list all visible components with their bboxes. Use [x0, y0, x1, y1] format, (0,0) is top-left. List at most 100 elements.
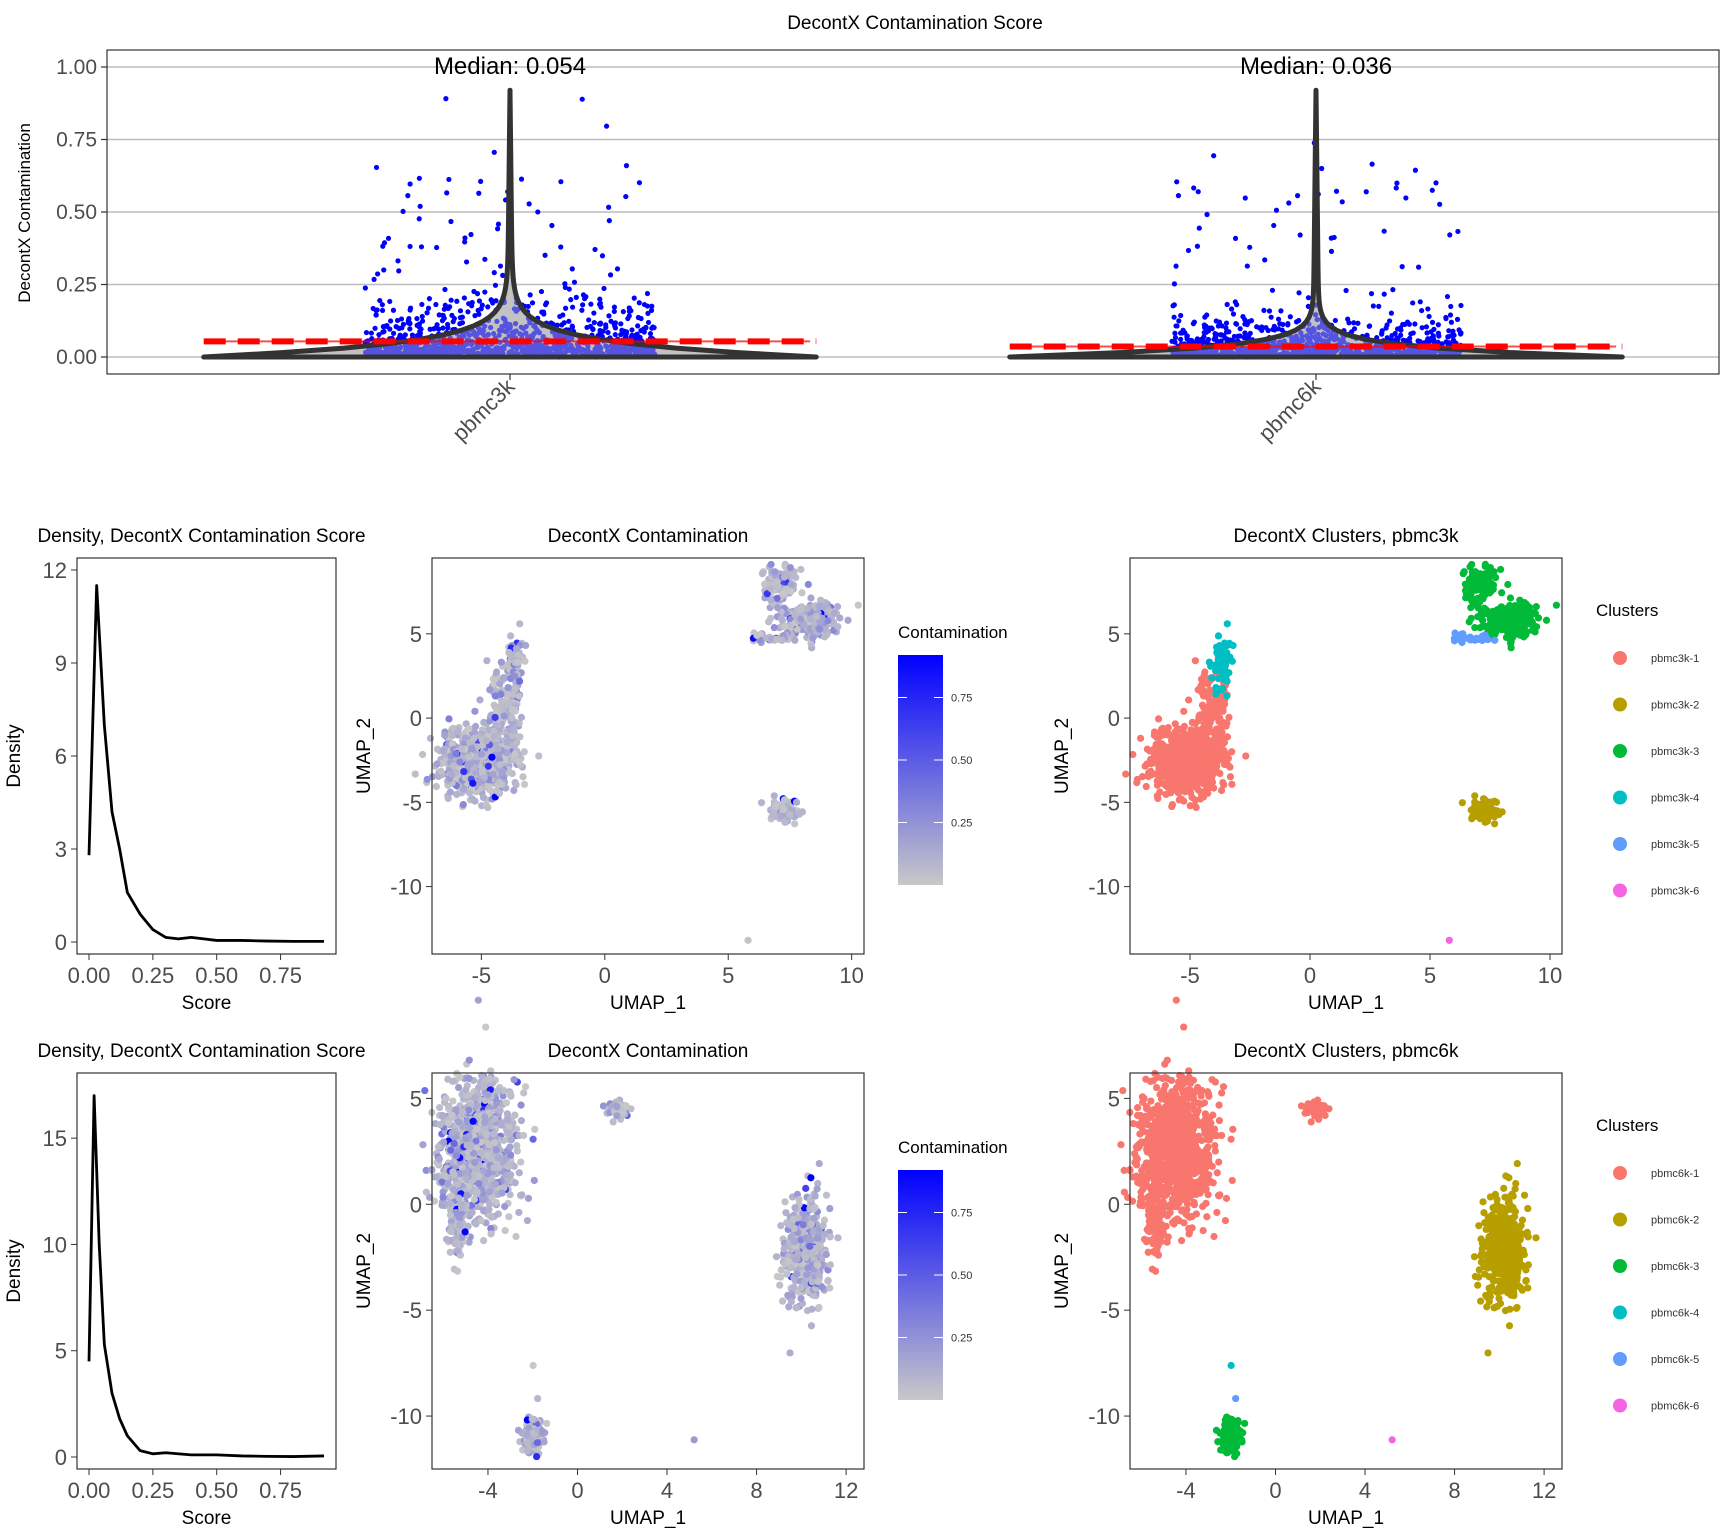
umap-point [1226, 773, 1235, 781]
violin-point [461, 344, 467, 350]
violin-point [519, 349, 525, 355]
umap-point [444, 794, 452, 803]
violin-point [1435, 322, 1441, 328]
violin-point [1431, 336, 1437, 342]
violin-point [566, 318, 572, 324]
umap-point [490, 732, 499, 740]
violin-point [370, 305, 376, 312]
violin-point [1410, 330, 1416, 336]
violin-point [1447, 312, 1454, 318]
violin-point [649, 325, 655, 331]
violin-point [1185, 247, 1192, 254]
umap-point [507, 632, 515, 640]
violin-point [1384, 322, 1390, 328]
umap-point [469, 779, 477, 787]
violin-point [483, 348, 489, 354]
violin-point [1224, 301, 1230, 308]
violin-point [422, 346, 428, 352]
violin-point [1381, 228, 1387, 234]
violin-point [1178, 336, 1184, 342]
violin-point [419, 301, 425, 308]
violin-point [478, 178, 484, 185]
violin-point [476, 190, 482, 196]
violin-point [641, 347, 647, 353]
umap-point [1459, 570, 1467, 578]
violin-point [1196, 225, 1202, 231]
violin-point [554, 322, 560, 328]
violin-point [530, 332, 536, 339]
violin-point [569, 266, 575, 272]
violin-point [1346, 320, 1352, 326]
umap-point [1133, 775, 1141, 784]
umap-point [1223, 677, 1231, 685]
umap-point [804, 580, 812, 589]
violin-point [626, 305, 632, 311]
violin-point [612, 331, 618, 338]
umap-point [504, 684, 512, 692]
violin-point [1412, 321, 1418, 327]
violin-point [635, 323, 641, 329]
violin-point [536, 345, 542, 352]
contamination-colorbar [898, 655, 943, 885]
umap-point [1220, 645, 1228, 653]
violin-point [378, 349, 385, 356]
violin-point [566, 286, 572, 292]
violin-point [1412, 167, 1419, 173]
violin-point [1297, 232, 1303, 238]
umap-point [512, 781, 520, 789]
violin-point [499, 327, 505, 333]
umap-point [504, 690, 512, 698]
violin-point [491, 330, 497, 337]
violin-point [600, 328, 606, 334]
umap-point [1217, 726, 1225, 734]
violin-point [468, 231, 474, 238]
violin-point [381, 267, 387, 273]
contamination-legend-title: Contamination [898, 623, 1008, 642]
umap-point [439, 747, 448, 755]
umap-point [780, 573, 788, 581]
violin-point [606, 218, 612, 224]
umap-point [482, 737, 490, 745]
violin-point [512, 321, 519, 327]
umap-point [517, 713, 526, 721]
umap-point [480, 718, 488, 726]
violin-point [504, 328, 510, 334]
violin-point [379, 302, 385, 308]
violin-point [497, 263, 504, 269]
violin-point [397, 344, 404, 350]
umap-point [1174, 725, 1182, 733]
violin-point [650, 347, 656, 353]
umap-point [1534, 614, 1543, 622]
umap-title: DecontX Contamination [548, 526, 749, 547]
umap-point [437, 767, 445, 775]
umap-point [854, 601, 862, 609]
umap-point [1199, 732, 1207, 740]
violin-point [442, 349, 448, 355]
violin-point [502, 316, 508, 322]
umap-point [1198, 701, 1207, 709]
umap-point [1143, 760, 1151, 768]
violin-point [444, 190, 450, 196]
umap-point [1150, 731, 1158, 739]
umap-point [1157, 770, 1165, 779]
umap-point [514, 757, 523, 766]
umap-point [781, 622, 789, 630]
colorbar-tick-label: 0.25 [951, 818, 972, 830]
umap-point [807, 594, 815, 602]
violin-point [1445, 334, 1451, 340]
umap-point [411, 770, 419, 778]
umap-point [812, 612, 821, 621]
violin-point [636, 300, 642, 306]
violin-point [562, 284, 568, 291]
violin-point [418, 244, 425, 250]
umap-point [777, 614, 785, 622]
umap-point [1202, 745, 1210, 753]
umap-point [1167, 745, 1175, 753]
violin-point [465, 309, 471, 315]
violin-point [571, 279, 578, 285]
umap-point [1208, 712, 1216, 720]
violin-point [542, 302, 549, 308]
umap-point [744, 936, 752, 944]
umap-point [1175, 760, 1183, 768]
